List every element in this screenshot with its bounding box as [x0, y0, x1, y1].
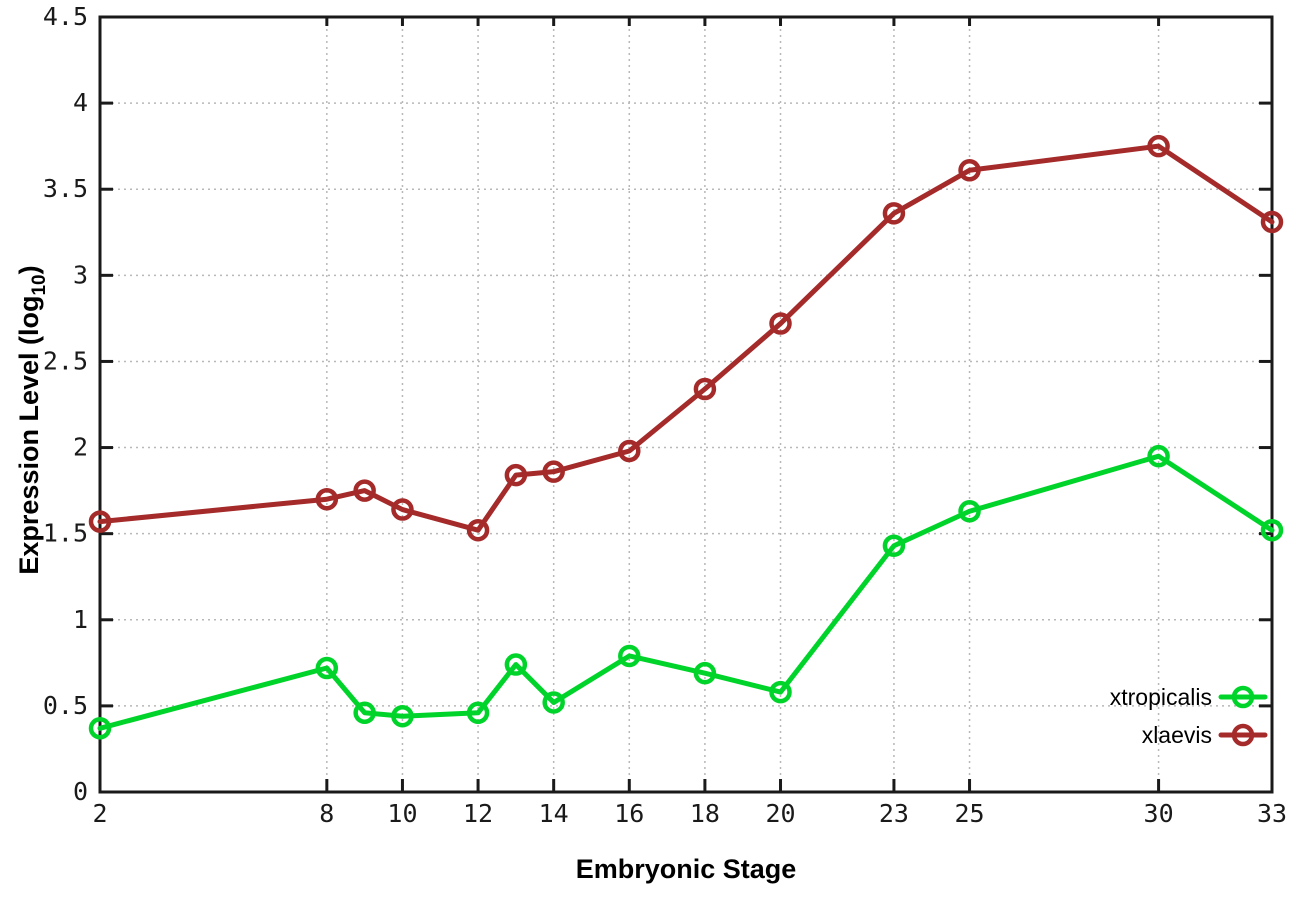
y-tick-label: 3: [73, 260, 88, 289]
data-point-xlaevis: [882, 202, 906, 225]
data-point-xtropicalis: [542, 691, 565, 714]
x-tick-label: 18: [690, 799, 720, 828]
data-point-xtropicalis: [1147, 444, 1170, 468]
x-tick-label: 33: [1257, 799, 1287, 828]
x-tick-label: 25: [954, 799, 984, 828]
x-tick-label: 20: [765, 799, 795, 828]
data-point-xlaevis: [391, 498, 414, 521]
data-point-xtropicalis: [882, 534, 906, 557]
plot-border: [98, 15, 1274, 794]
y-tick-label: 4.5: [43, 2, 88, 31]
data-point-xlaevis: [1147, 134, 1170, 158]
y-tick-label: 0.5: [43, 691, 88, 720]
data-point-xlaevis: [618, 439, 641, 463]
y-tick-label: 2: [73, 433, 88, 462]
legend-sample-marker-xtropicalis: [1231, 685, 1255, 709]
data-point-xtropicalis: [618, 644, 641, 668]
data-point-xtropicalis: [1260, 518, 1284, 542]
data-point-xtropicalis: [958, 500, 981, 523]
x-tick-label: 12: [463, 799, 493, 828]
data-point-xtropicalis: [353, 701, 376, 725]
data-point-xlaevis: [542, 460, 565, 483]
legend-label-xlaevis: xlaevis: [1142, 722, 1212, 748]
data-point-xlaevis: [353, 479, 376, 502]
data-point-xlaevis: [88, 510, 112, 533]
y-tick-label: 3.5: [43, 174, 88, 203]
legend-label-xtropicalis: xtropicalis: [1110, 684, 1212, 710]
y-tick-label: 0: [73, 777, 88, 806]
y-axis-title: Expression Level (log10): [14, 265, 50, 574]
data-point-xlaevis: [315, 487, 339, 511]
y-tick-label: 2.5: [43, 346, 88, 375]
data-point-xtropicalis: [391, 704, 414, 728]
data-point-xlaevis: [1260, 210, 1284, 234]
data-point-xtropicalis: [88, 717, 112, 740]
x-tick-label: 30: [1144, 799, 1174, 828]
y-tick-label: 4: [73, 88, 88, 117]
y-tick-label: 1.5: [43, 519, 88, 548]
x-tick-label: 8: [319, 799, 334, 828]
data-point-xtropicalis: [466, 701, 490, 725]
x-tick-label: 23: [879, 799, 909, 828]
data-point-xtropicalis: [769, 680, 792, 704]
x-tick-label: 10: [387, 799, 417, 828]
chart-render-layer: 2 8 10 12 14 16 18 20 23 25 30 33 0 0.5 1 1.5 2 2.5 3 3.5 4 4…: [43, 2, 1287, 828]
x-tick-label: 16: [614, 799, 644, 828]
data-point-xlaevis: [769, 312, 792, 335]
data-point-xlaevis: [693, 377, 717, 401]
x-tick-label: 14: [539, 799, 569, 828]
x-tick-label: 2: [92, 799, 107, 828]
legend-sample-marker-xlaevis: [1231, 723, 1255, 747]
x-axis-title: Embryonic Stage: [576, 854, 797, 884]
data-point-xtropicalis: [315, 656, 339, 680]
data-point-xlaevis: [504, 463, 528, 487]
data-point-xlaevis: [466, 518, 490, 542]
y-tick-label: 1: [73, 605, 88, 634]
data-point-xtropicalis: [504, 653, 528, 676]
data-point-xlaevis: [958, 159, 981, 182]
series-line-xtropicalis: [97, 453, 1275, 731]
data-point-xtropicalis: [693, 661, 717, 685]
